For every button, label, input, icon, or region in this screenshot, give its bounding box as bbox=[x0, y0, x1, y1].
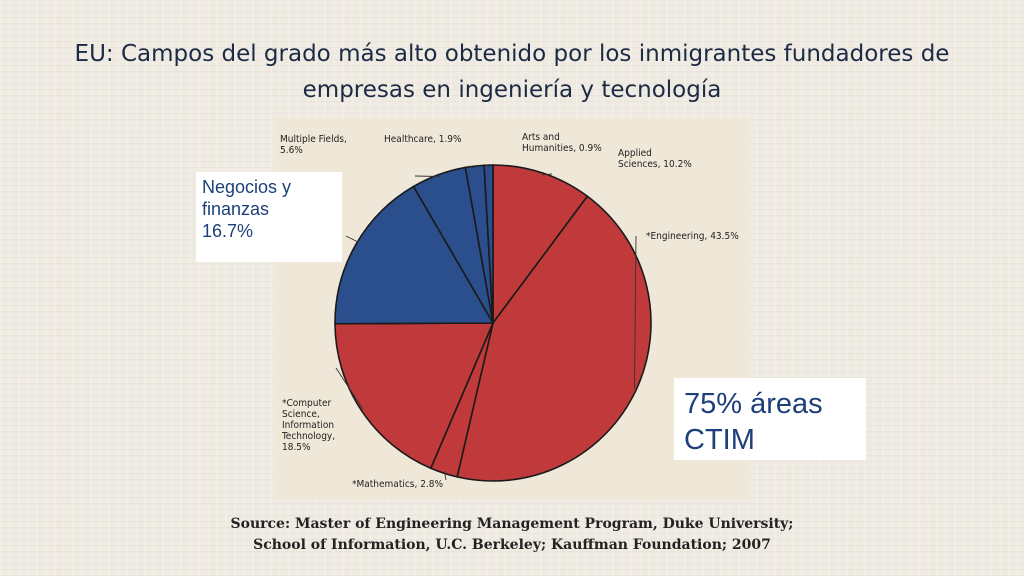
leader-line bbox=[414, 175, 440, 177]
pie-slice bbox=[334, 322, 495, 470]
source-line-1: Source: Master of Engineering Management… bbox=[230, 516, 794, 532]
ctim-callout: 75% áreas CTIM bbox=[674, 378, 866, 460]
negocios-callout-line-1: Negocios y bbox=[202, 177, 292, 197]
source-note: Source: Master of Engineering Management… bbox=[180, 514, 844, 556]
leader-line bbox=[485, 164, 489, 168]
slice-label: *Mathematics, 2.8% bbox=[352, 479, 443, 490]
leader-line bbox=[443, 471, 447, 481]
slice-label: *Computer Science, Information Technology, 1… bbox=[281, 398, 335, 453]
ctim-callout-line-1: 75% áreas bbox=[684, 388, 823, 420]
slice-label: Applied Sciences, 10.2% bbox=[618, 148, 692, 170]
negocios-callout: Negocios y finanzas 16.7% bbox=[196, 172, 342, 262]
slide-title: EU: Campos del grado más alto obtenido p… bbox=[74, 41, 950, 103]
slice-label: Arts and Humanities, 0.9% bbox=[522, 132, 602, 154]
slice-label: *Engineering, 43.5% bbox=[646, 231, 739, 242]
negocios-callout-line-2: finanzas bbox=[202, 199, 270, 219]
pie-slice bbox=[456, 195, 652, 482]
pie-chart-panel: Applied Sciences, 10.2% *Engineering, 43.5… bbox=[274, 118, 750, 500]
pie-slice bbox=[334, 185, 495, 325]
leader-line bbox=[335, 367, 364, 410]
pie-slice bbox=[483, 164, 494, 324]
slice-label: Healthcare, 1.9% bbox=[384, 134, 462, 145]
leader-line bbox=[345, 235, 359, 243]
pie-chart: Applied Sciences, 10.2% *Engineering, 43.5… bbox=[280, 132, 739, 490]
negocios-callout-line-3: 16.7% bbox=[202, 221, 254, 241]
pie-slice bbox=[492, 164, 589, 326]
source-line-2: School of Information, U.C. Berkeley; Ka… bbox=[253, 537, 771, 553]
leader-line bbox=[468, 165, 476, 169]
ctim-callout-line-2: CTIM bbox=[684, 424, 755, 456]
leader-line bbox=[634, 235, 637, 389]
slice-label: Multiple Fields, 5.6% bbox=[280, 134, 347, 156]
leader-line bbox=[542, 173, 553, 176]
